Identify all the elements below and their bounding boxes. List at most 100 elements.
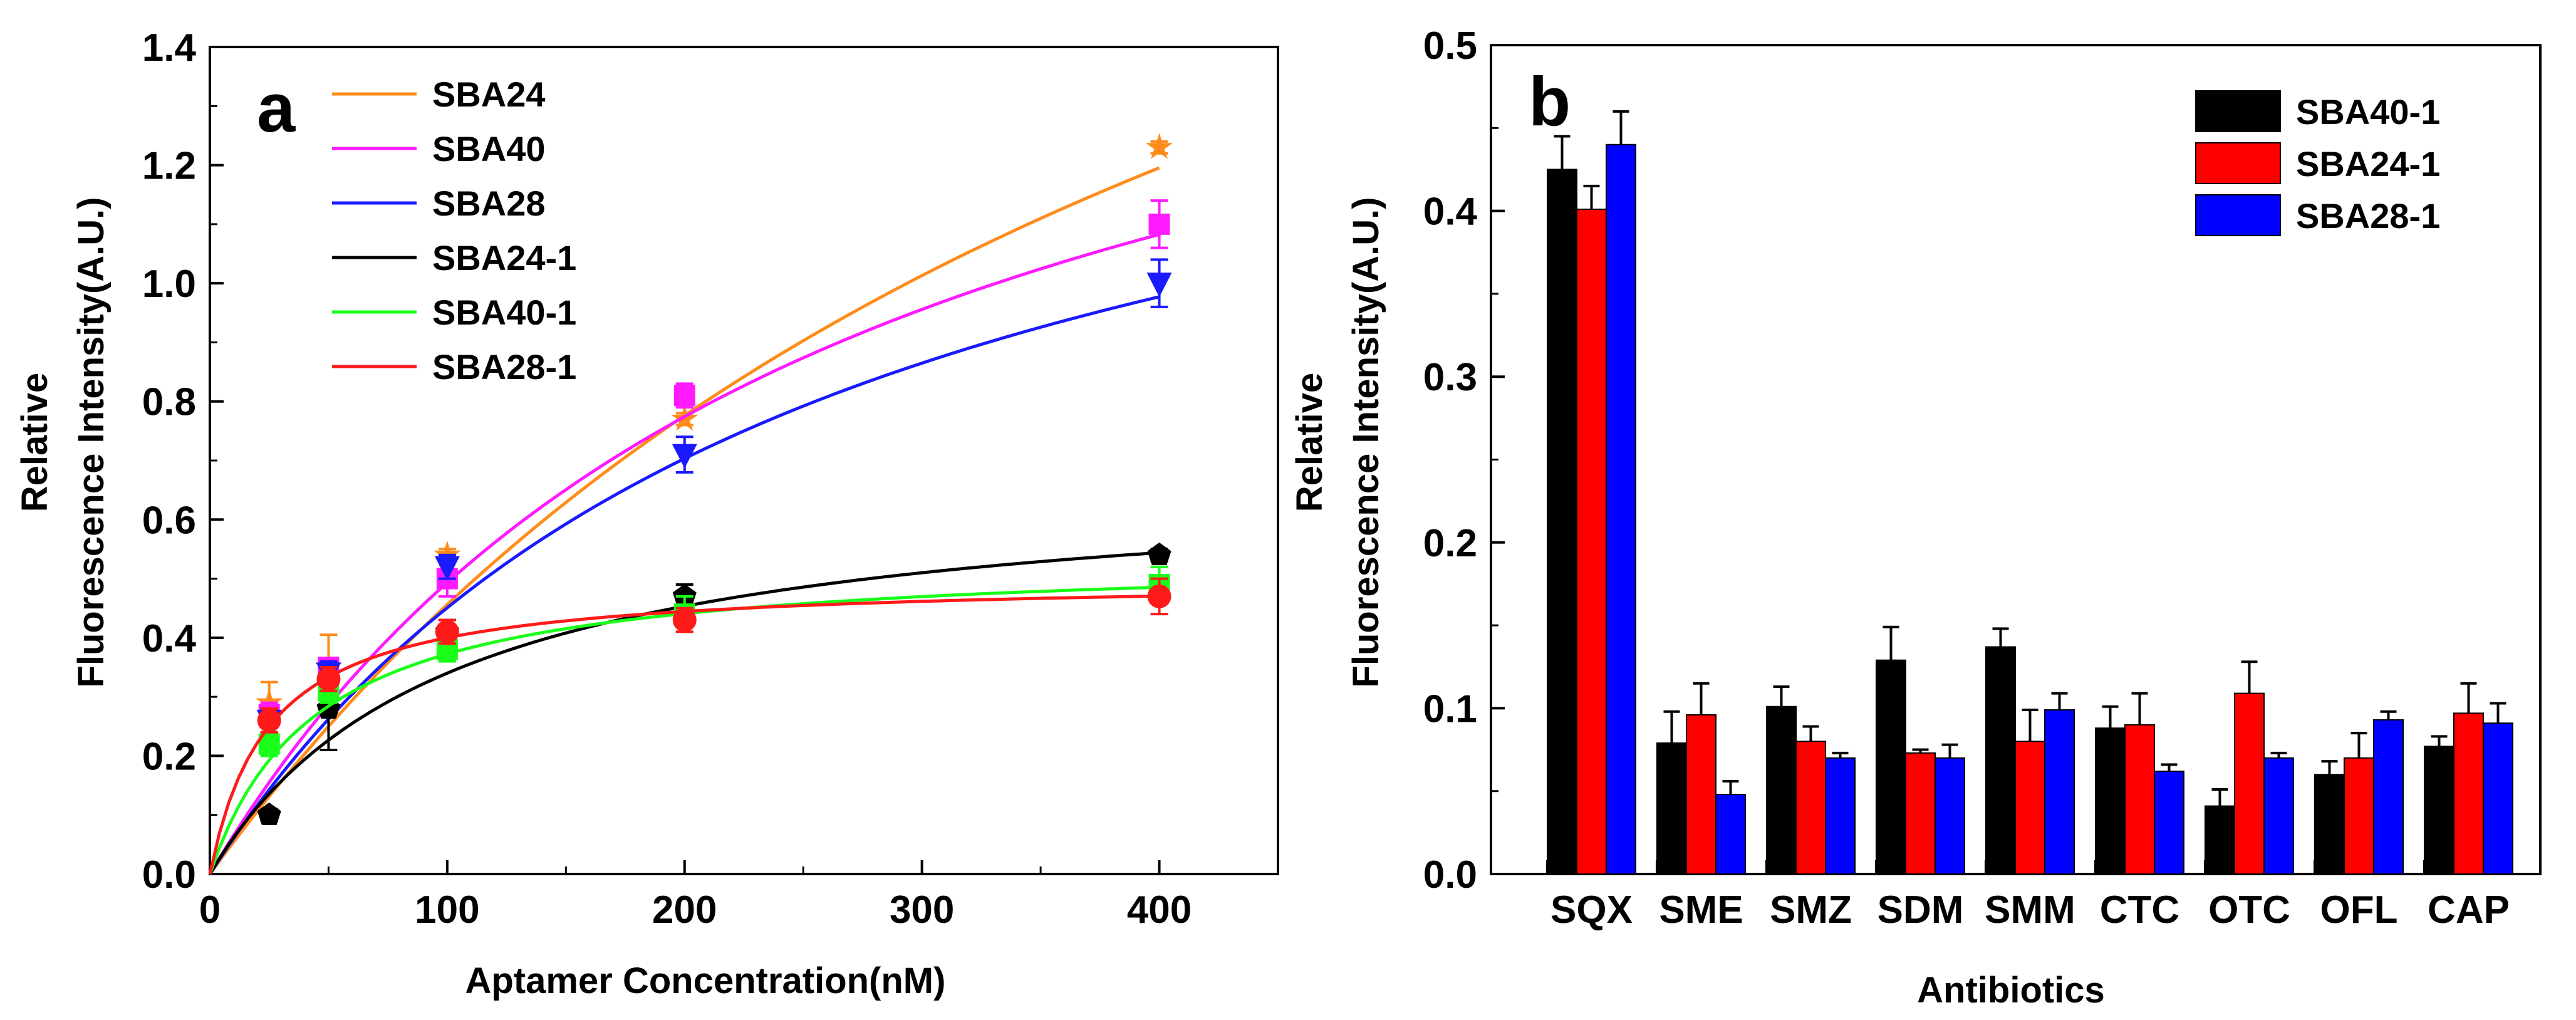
fit-curve-SBA24 <box>208 166 1160 875</box>
bar-SBA28-1-SMZ <box>1825 757 1856 875</box>
series-SBA24 <box>208 133 1173 875</box>
panel-a-axes: 0.0 0.2 0.4 0.6 0.8 1.0 1.2 1.4 0 100 200 300 400 <box>142 26 1279 932</box>
bar-SBA40-1-CTC <box>2095 727 2126 875</box>
panel-b-ytick-label: 0.1 <box>1423 687 1477 731</box>
panel-a-plot-area <box>208 133 1173 875</box>
panel-a-xtick-label: 0 <box>199 888 221 932</box>
data-point-SBA24 <box>1145 133 1173 159</box>
panel-a-frame <box>209 46 1279 875</box>
bar-SBA28-1-SQX <box>1606 143 1636 875</box>
bar-SBA24-1-SMZ <box>1795 741 1826 875</box>
fit-curve-SBA40 <box>208 232 1160 875</box>
panel-a-ytick-label: 1.4 <box>142 26 197 70</box>
panel-b-xtick-label-CTC: CTC <box>2100 888 2179 932</box>
panel-b-ytick-label: 0.3 <box>1423 356 1477 399</box>
bar-group-SDM <box>1876 625 1965 875</box>
panel-b: 0.0 0.1 0.2 0.3 0.4 0.5 SQX SME SMZ SDM SMM CTC OTC O… <box>1289 24 2542 1011</box>
bar-group-SMZ <box>1766 685 1856 875</box>
panel-a-y-axis-title: Relative Fluorescence Intensity(A.U.) <box>14 197 112 687</box>
panel-a-xtick-label: 400 <box>1127 888 1192 932</box>
bar-SBA28-1-SME <box>1715 793 1746 875</box>
data-point-SBA28 <box>672 444 697 469</box>
panel-b-ytick-label: 0.0 <box>1423 853 1477 897</box>
panel-a-legend: SBA24 SBA40 SBA28 SBA24-1 SBA40-1 SBA28-1 <box>332 75 576 387</box>
panel-a-ytick-label: 0.4 <box>142 617 197 660</box>
bar-group-OFL <box>2314 710 2404 875</box>
legend-label-SBA28: SBA28 <box>432 184 546 223</box>
bar-SBA40-1-SQX <box>1547 169 1577 875</box>
data-point-SBA28-1 <box>672 608 697 632</box>
bar-SBA40-1-SMZ <box>1766 705 1797 875</box>
panel-a-xtick-label: 100 <box>415 888 479 932</box>
panel-b-xtick-label-SMZ: SMZ <box>1770 888 1852 932</box>
legend-label-SBA24-1: SBA24-1 <box>2296 144 2440 184</box>
panel-b-xtick-label-OFL: OFL <box>2320 888 2398 932</box>
panel-a-ytick-label: 0.8 <box>142 381 196 424</box>
bar-SBA40-1-SDM <box>1876 659 1906 875</box>
panel-a-ylabel-line1: Relative <box>14 373 55 512</box>
bar-SBA28-1-SMM <box>2044 709 2075 875</box>
data-point-SBA24 <box>434 540 461 567</box>
bar-SBA24-1-SME <box>1686 714 1716 875</box>
data-point-SBA28-1 <box>1147 584 1171 608</box>
data-point-SBA28 <box>434 556 460 581</box>
panel-a-xtick-label: 300 <box>890 888 954 932</box>
series-SBA40 <box>208 199 1170 875</box>
legend-label-SBA28-1: SBA28-1 <box>2296 196 2440 236</box>
bar-SBA24-1-OFL <box>2344 757 2374 875</box>
bar-group-SQX <box>1547 110 1636 875</box>
bar-SBA28-1-OTC <box>2263 757 2294 875</box>
data-point-SBA28 <box>1146 273 1172 298</box>
data-point-SBA24-1 <box>1147 542 1171 566</box>
legend-swatch-SBA24-1 <box>2195 142 2281 184</box>
panel-b-xtick-label-SME: SME <box>1659 888 1743 932</box>
bar-SBA28-1-CTC <box>2154 770 2184 875</box>
panel-b-ylabel-line1: Relative <box>1289 373 1330 512</box>
panel-a-xlabel: Aptamer Concentration(nM) <box>465 960 946 1001</box>
bar-SBA24-1-SQX <box>1576 208 1607 875</box>
bar-SBA40-1-SME <box>1656 742 1687 875</box>
legend-swatch-SBA40-1 <box>2195 90 2281 132</box>
bar-group-OTC <box>2205 660 2294 875</box>
bar-SBA28-1-OFL <box>2373 719 2404 875</box>
bar-SBA28-1-SDM <box>1935 757 1965 875</box>
data-point-SBA24 <box>255 688 283 715</box>
bar-group-CAP <box>2424 682 2513 875</box>
series-SBA28 <box>208 258 1172 875</box>
bar-group-SME <box>1656 682 1746 875</box>
bar-SBA40-1-CAP <box>2424 746 2454 875</box>
bar-SBA24-1-CAP <box>2453 712 2484 875</box>
legend-label-SBA24: SBA24 <box>432 75 546 114</box>
data-point-SBA40 <box>1148 213 1170 235</box>
panel-a-ytick-label: 0.6 <box>142 499 196 542</box>
bar-SBA40-1-SMM <box>1985 646 2016 875</box>
fit-curve-SBA28-1 <box>208 594 1160 875</box>
panel-b-ytick-label: 0.4 <box>1423 190 1478 234</box>
panel-b-xtick-label-SMM: SMM <box>1985 888 2075 932</box>
panel-a-ytick-label: 1.2 <box>142 145 196 188</box>
data-point-SBA28-1 <box>435 620 459 644</box>
bar-SBA40-1-OTC <box>2205 805 2235 875</box>
bar-SBA40-1-OFL <box>2314 774 2345 875</box>
panel-b-legend: SBA40-1 SBA24-1 SBA28-1 <box>2195 90 2440 236</box>
bar-SBA28-1-CAP <box>2483 722 2513 875</box>
series-SBA28-1 <box>208 577 1171 875</box>
bar-group-CTC <box>2095 692 2184 875</box>
panel-a-label: a <box>257 70 296 147</box>
panel-b-plot-area <box>1547 110 2513 875</box>
bar-SBA24-1-CTC <box>2124 724 2155 875</box>
panel-b-label: b <box>1529 63 1571 140</box>
panel-a-xtick-label: 200 <box>652 888 717 932</box>
bar-group-SMM <box>1985 627 2075 875</box>
data-point-SBA28-1 <box>257 708 281 732</box>
panel-a-ytick-label: 0.0 <box>142 853 196 897</box>
panel-b-xlabel: Antibiotics <box>1917 970 2105 1011</box>
legend-label-SBA40: SBA40 <box>432 129 546 169</box>
panel-a-ytick-label: 1.0 <box>142 263 196 306</box>
panel-a-ylabel-line2: Fluorescence Intensity(A.U.) <box>71 197 112 687</box>
legend-label-SBA40-1: SBA40-1 <box>432 293 576 332</box>
data-point-SBA40 <box>673 385 695 407</box>
legend-label-SBA24-1: SBA24-1 <box>432 238 576 278</box>
panel-b-ytick-label: 0.2 <box>1423 522 1477 565</box>
